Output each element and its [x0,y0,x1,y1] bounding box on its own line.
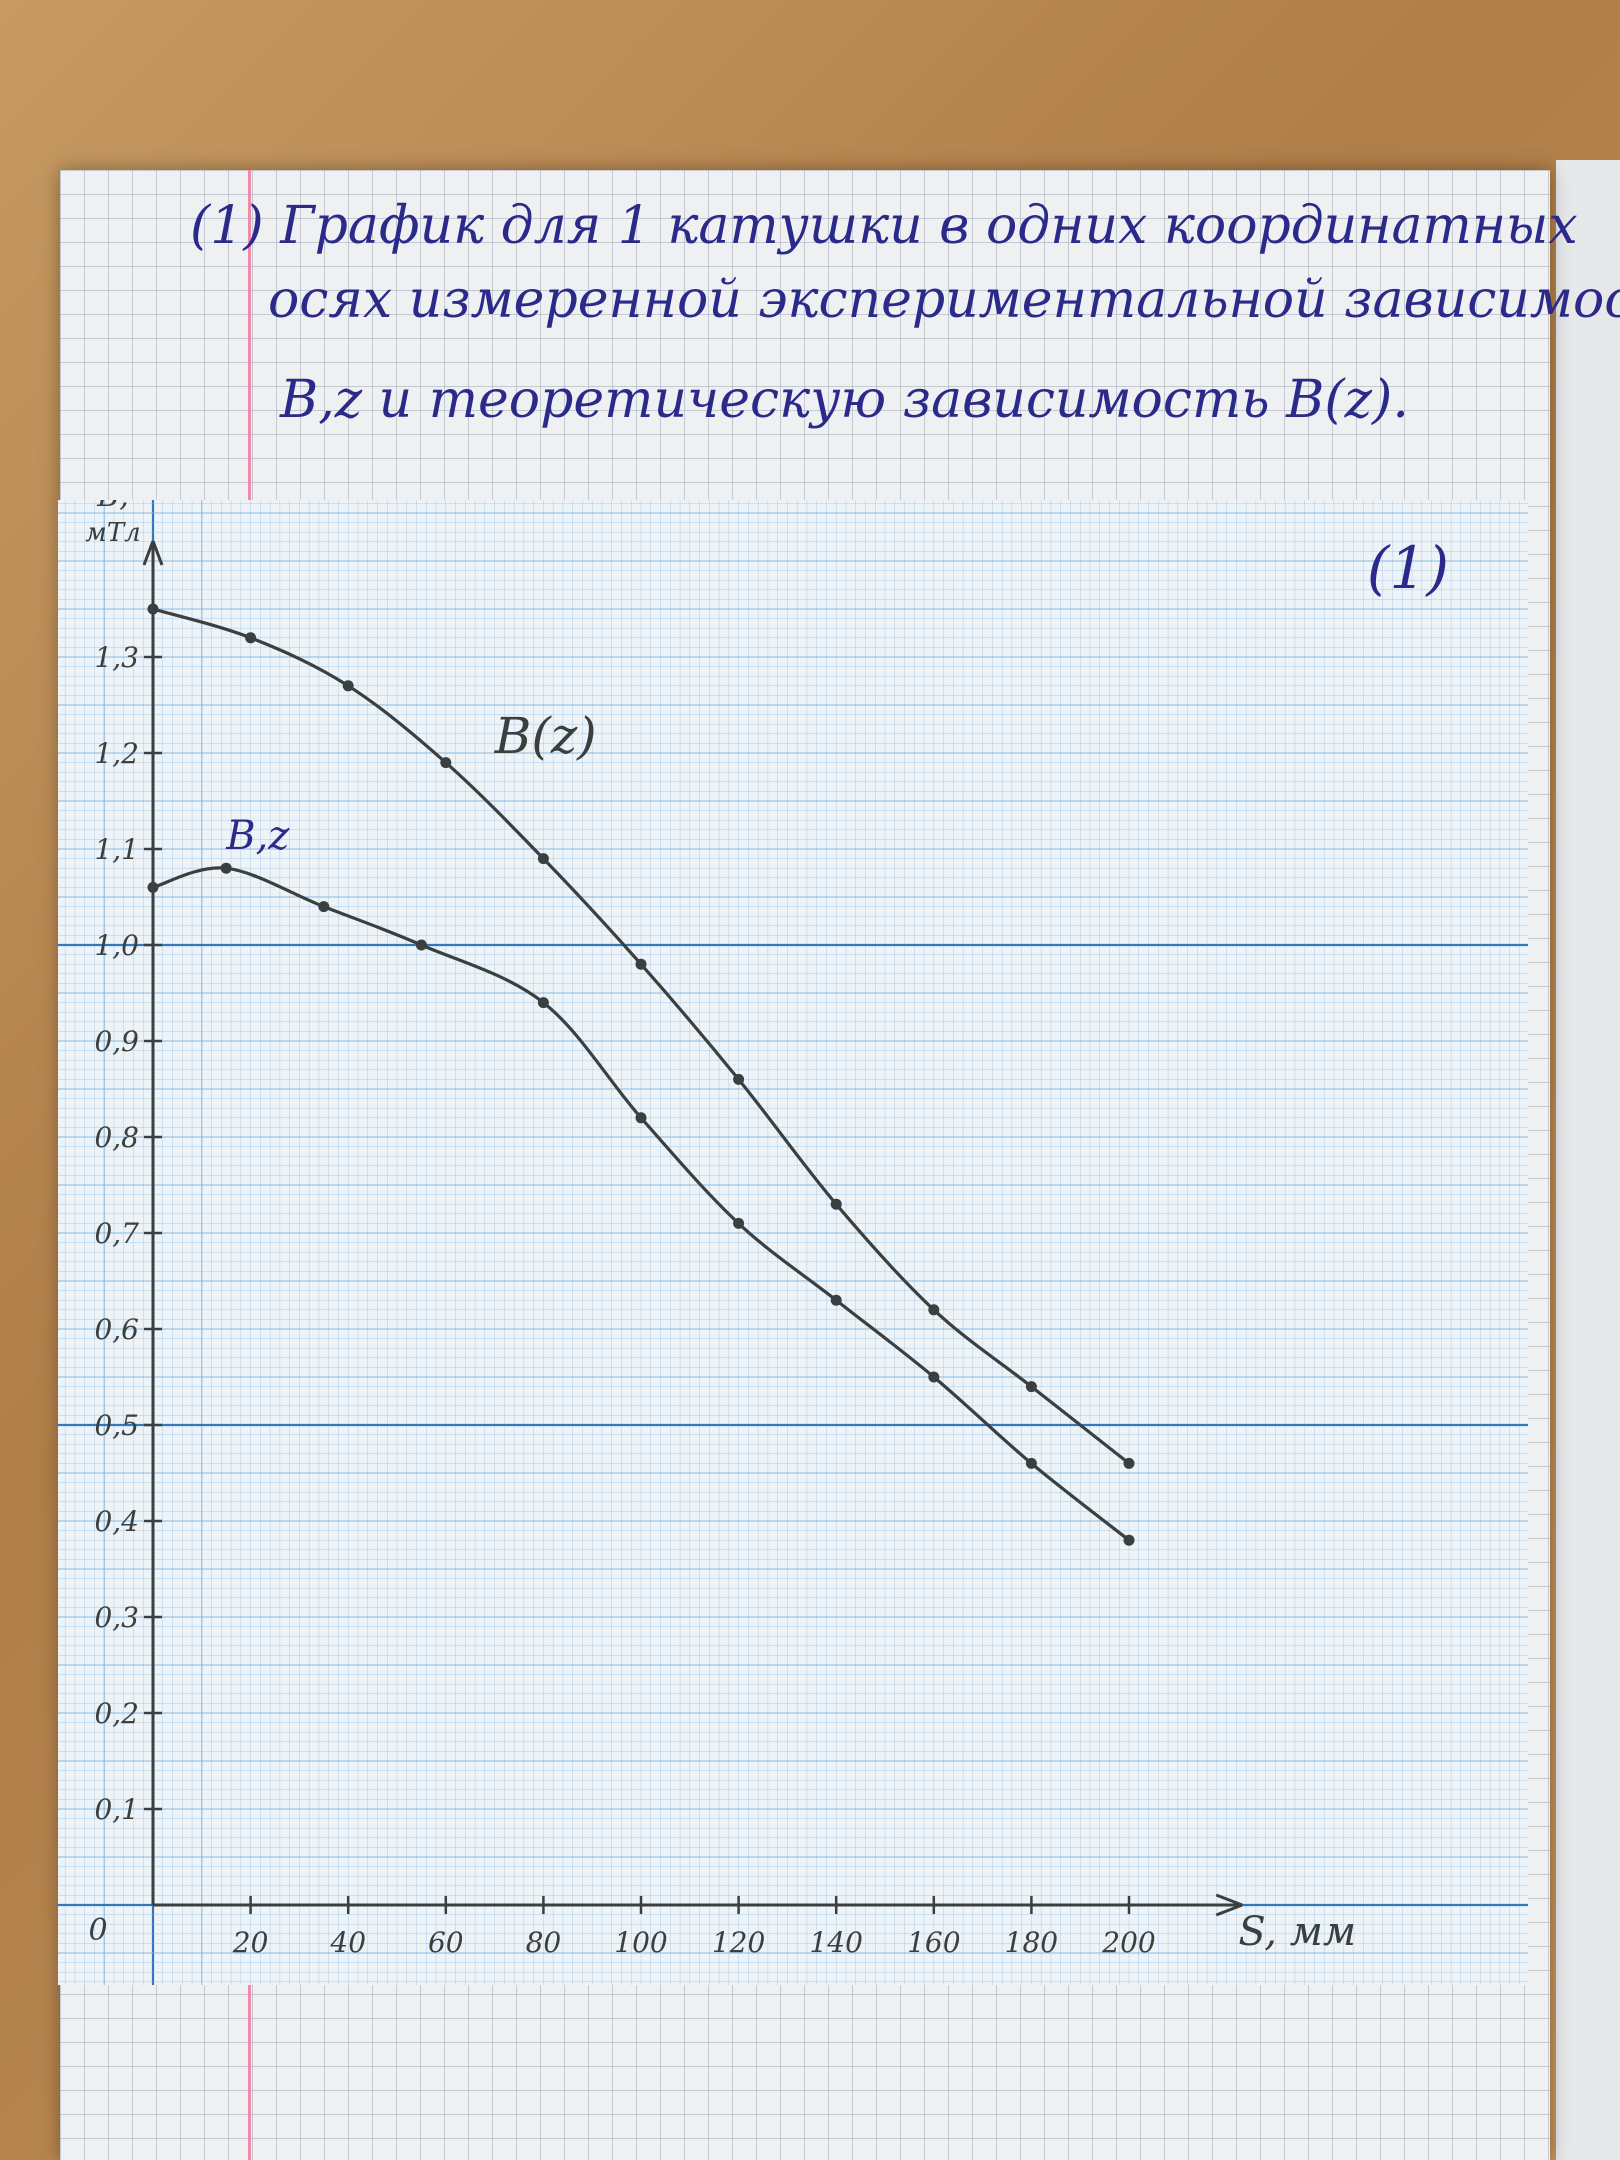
origin-label: 0 [88,1913,107,1948]
data-point [415,939,427,951]
x-tick-label: 120 [712,1926,765,1959]
y-tick-label: 0,9 [94,1025,139,1058]
y-tick-label: 1,2 [94,737,139,770]
y-tick-label: 1,0 [94,929,139,962]
data-point [733,1073,745,1085]
data-point [245,632,257,644]
heading-line-2: осях измеренной экспериментальной зависи… [268,270,1620,330]
y-tick-label: 0,4 [94,1505,139,1538]
x-axis-arrow [1215,1893,1243,1917]
y-axis-unit-label: мТл [85,518,140,548]
x-tick-label: 180 [1005,1926,1058,1959]
y-axis-arrow [142,540,164,566]
data-point [1123,1534,1135,1546]
series-line-0 [151,607,1131,1465]
x-tick-label: 160 [907,1926,960,1959]
y-tick-label: 1,3 [94,641,139,674]
grid [58,500,1528,1985]
data-point [928,1371,940,1383]
chart-title: (1) [1367,534,1449,602]
y-tick-label: 1,1 [94,833,139,866]
data-point [635,958,647,970]
heading-line-3: B,z и теоретическую зависимость B(z). [280,370,1409,430]
x-tick-label: 40 [329,1926,366,1959]
data-point [733,1217,745,1229]
data-point [635,1112,647,1124]
x-axis-label: S, мм [1238,1909,1356,1955]
data-point [318,901,330,913]
y-tick-label: 0,7 [94,1217,139,1250]
x-tick-label: 60 [428,1926,464,1959]
series-label-1: B,z [225,813,290,859]
y-tick-label: 0,2 [94,1697,139,1730]
graph-paper-sheet: 20 40 60 80 100 120 140 160 180 200 0,1 0,2 0,3 0,4 0,… [58,500,1528,1985]
x-tick-label: 80 [526,1926,562,1959]
data-point [220,862,232,874]
chart: 20 40 60 80 100 120 140 160 180 200 0,1 0,2 0,3 0,4 0,… [58,500,1528,1985]
x-tick-label: 100 [614,1926,667,1959]
y-tick-label: 0,5 [94,1409,139,1442]
x-tick-label: 200 [1101,1926,1155,1959]
x-tick-label: 20 [232,1926,269,1959]
data-point [1123,1457,1135,1469]
series-label-0: B(z) [494,707,597,765]
y-tick-label: 0,6 [94,1313,139,1346]
data-point [537,997,549,1009]
data-point [147,881,159,893]
data-point [830,1198,842,1210]
y-tick-label: 0,1 [94,1793,139,1826]
y-tick-label: 0,3 [94,1601,139,1634]
y-tick-label: 0,8 [94,1121,139,1154]
data-point [1025,1457,1037,1469]
chart-labels: 20 40 60 80 100 120 140 160 180 200 0,1 0,2 0,3 0,4 0,… [85,500,1449,1959]
data-point [928,1304,940,1316]
next-page-edge [1556,160,1620,2160]
data-point [1025,1381,1037,1393]
axes [142,540,1243,1917]
data-point [147,603,159,615]
data-point [830,1294,842,1306]
data-point [342,680,354,692]
data-point [537,853,549,865]
data-point [440,757,452,769]
y-axis-label: B, [96,500,129,514]
series [147,603,1135,1546]
x-tick-label: 140 [809,1926,862,1959]
heading-line-1: (1) График для 1 катушки в одних координ… [190,196,1578,256]
